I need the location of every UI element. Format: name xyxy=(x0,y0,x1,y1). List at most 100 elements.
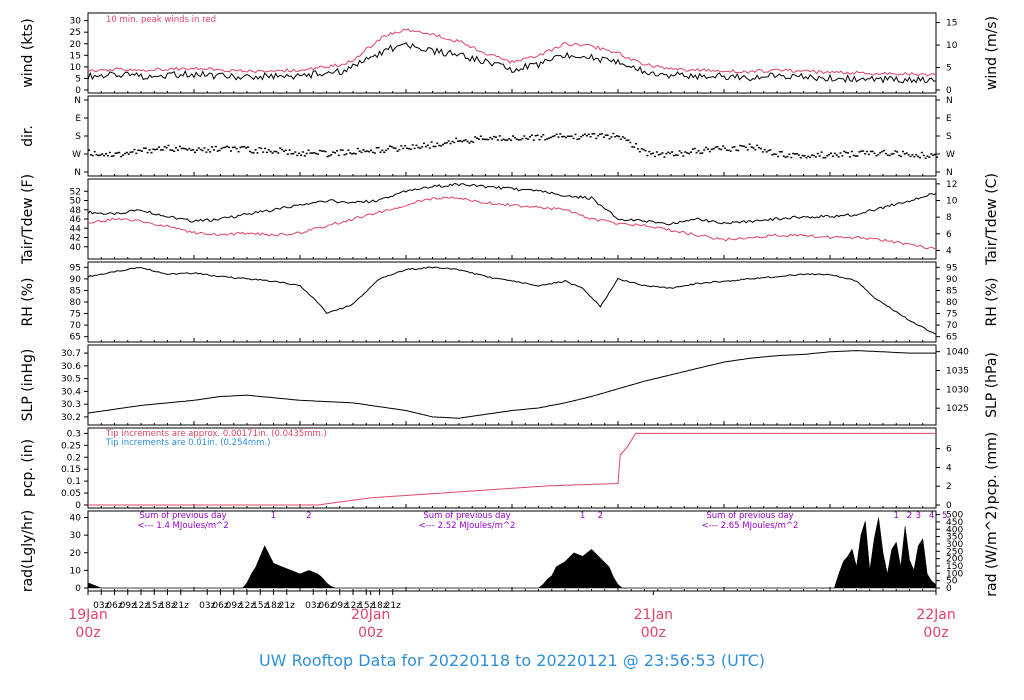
direction-point xyxy=(818,155,821,157)
y-tick-label: 50 xyxy=(70,197,82,207)
direction-point xyxy=(676,154,679,156)
y-tick-label: 0.15 xyxy=(61,465,81,475)
direction-point xyxy=(508,138,511,140)
direction-point xyxy=(303,155,306,157)
direction-point xyxy=(712,148,715,150)
direction-point xyxy=(286,153,289,155)
direction-point xyxy=(936,156,938,158)
direction-point xyxy=(909,155,912,158)
direction-point xyxy=(881,150,884,153)
series-line-0 xyxy=(87,182,937,226)
direction-point xyxy=(790,156,793,159)
direction-point xyxy=(542,134,545,136)
direction-point xyxy=(898,154,901,157)
direction-point xyxy=(786,155,789,158)
direction-point xyxy=(695,151,698,154)
direction-point xyxy=(830,152,832,155)
y-axis-label-right: Tair/Tdew (C) xyxy=(984,173,1000,266)
day-label-hour: 00z xyxy=(641,625,666,641)
direction-point xyxy=(474,136,477,138)
direction-point xyxy=(334,152,337,154)
direction-point xyxy=(555,133,558,135)
direction-point xyxy=(231,146,234,149)
direction-point xyxy=(496,139,499,141)
direction-point xyxy=(156,148,159,150)
direction-point xyxy=(733,146,736,148)
direction-point xyxy=(417,146,420,149)
direction-point xyxy=(122,154,125,156)
series-line-1 xyxy=(87,196,937,250)
direction-point xyxy=(803,155,806,157)
y-tick-label-right: 75 xyxy=(946,310,957,320)
y-tick-label-right: 0 xyxy=(946,584,952,594)
y-tick-label-right: 2 xyxy=(946,482,952,492)
y-tick-label-right: 6 xyxy=(946,445,952,455)
direction-point xyxy=(706,148,709,150)
series-line-0 xyxy=(87,350,936,419)
y-tick-label-right: 80 xyxy=(946,298,958,308)
direction-point xyxy=(616,135,619,137)
direction-point xyxy=(88,149,90,151)
direction-point xyxy=(652,152,655,155)
radiation-area xyxy=(87,517,937,589)
y-axis-label-left: Tair/Tdew (F) xyxy=(20,174,36,265)
y-tick-label: 30.4 xyxy=(61,387,81,397)
y-tick-label-right: 10 xyxy=(946,197,958,207)
direction-point xyxy=(754,148,757,151)
y-tick-label: 0.3 xyxy=(67,429,81,439)
direction-point xyxy=(871,150,874,153)
direction-point xyxy=(867,153,870,156)
direction-point xyxy=(529,135,532,138)
direction-point xyxy=(674,154,677,156)
direction-point xyxy=(413,147,416,150)
direction-point xyxy=(510,139,513,142)
y-tick-label: 0.1 xyxy=(67,477,81,487)
direction-point xyxy=(845,151,848,154)
direction-point xyxy=(235,147,238,150)
y-tick-label-right: 100 xyxy=(946,569,963,579)
direction-point xyxy=(250,151,253,154)
direction-point xyxy=(103,154,106,157)
radiation-marker: 3 xyxy=(916,511,921,521)
direction-point xyxy=(546,138,549,140)
direction-point xyxy=(775,153,778,156)
direction-point xyxy=(591,133,594,135)
direction-point xyxy=(903,153,906,155)
y-tick-label-right: 150 xyxy=(946,562,963,572)
direction-point xyxy=(737,149,740,152)
direction-point xyxy=(335,150,338,152)
x-tick-label: 12z xyxy=(239,601,255,611)
direction-point xyxy=(277,152,280,154)
direction-point xyxy=(570,135,573,137)
y-tick-label: 75 xyxy=(70,310,81,320)
direction-point xyxy=(739,144,742,147)
direction-point xyxy=(464,139,467,141)
direction-point xyxy=(924,157,927,160)
direction-point xyxy=(812,154,815,157)
radiation-sum-value: <--- 1.4 MJoules/m^2 xyxy=(137,521,228,531)
direction-point xyxy=(449,142,452,145)
y-tick-label-right: 1035 xyxy=(946,367,969,377)
direction-point xyxy=(252,152,255,154)
direction-point xyxy=(390,146,393,148)
direction-point xyxy=(665,152,668,155)
direction-point xyxy=(682,155,685,157)
y-tick-label: 30.3 xyxy=(61,400,81,410)
direction-point xyxy=(905,152,908,154)
direction-point xyxy=(655,151,658,153)
direction-point xyxy=(89,154,92,156)
direction-point xyxy=(360,151,363,154)
direction-point xyxy=(186,149,189,151)
direction-point xyxy=(612,132,615,135)
direction-point xyxy=(394,147,397,150)
direction-point xyxy=(915,154,918,156)
y-tick-label: N xyxy=(74,168,81,178)
direction-point xyxy=(262,151,265,153)
direction-point xyxy=(192,149,195,151)
direction-point xyxy=(771,154,774,156)
direction-point xyxy=(385,149,388,152)
direction-point xyxy=(680,152,683,154)
direction-point xyxy=(381,149,384,152)
y-tick-label-right: 85 xyxy=(946,286,957,296)
direction-point xyxy=(877,153,880,156)
